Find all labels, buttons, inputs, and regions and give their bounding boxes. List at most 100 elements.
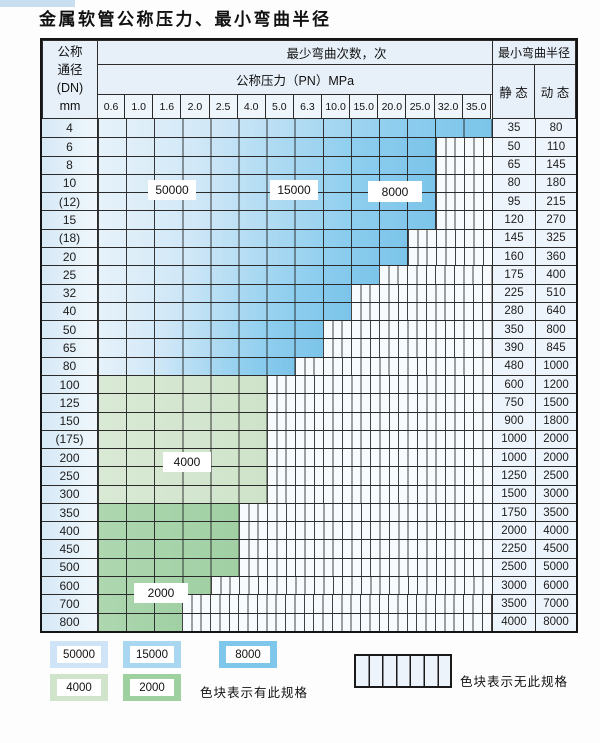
dynamic-radius-cell: 4500 — [535, 540, 576, 558]
pressure-track — [98, 558, 492, 577]
spec-available-band — [98, 540, 239, 558]
table-row: (175) 1000 2000 — [42, 429, 576, 449]
table-row: 32 225 510 — [42, 283, 576, 302]
pressure-track — [98, 247, 492, 266]
dn-cell: 125 — [42, 394, 98, 412]
pressure-track — [98, 119, 492, 138]
cycle-count-label: 2000 — [134, 583, 188, 603]
legend-swatch-label: 4000 — [57, 679, 101, 696]
no-spec-striped-band — [379, 266, 492, 284]
spec-available-band — [98, 229, 408, 247]
spec-available-band — [98, 138, 436, 156]
pressure-track — [98, 211, 492, 229]
dn-cell: (12) — [42, 193, 98, 211]
legend-has-spec-text: 色块表示有此规格 — [200, 686, 309, 700]
table-row: 65 390 845 — [42, 338, 576, 357]
no-spec-striped-band — [238, 558, 492, 577]
dynamic-radius-cell: 2500 — [535, 467, 576, 485]
dn-cell: 450 — [42, 540, 98, 558]
dn-cell: 25 — [42, 266, 98, 284]
dn-cell: 80 — [42, 357, 98, 375]
pressure-track — [98, 485, 492, 503]
no-spec-striped-band — [407, 229, 492, 247]
dynamic-radius-cell: 325 — [535, 229, 576, 247]
static-radius-cell: 120 — [492, 211, 535, 229]
legend-no-spec-text: 色块表示无此规格 — [460, 675, 569, 689]
top-left-strip — [0, 0, 75, 7]
no-spec-striped-band — [266, 430, 492, 449]
table-row: 200 1000 2000 — [42, 448, 576, 467]
table-row: 400 2000 4000 — [42, 521, 576, 540]
pressure-track — [98, 503, 492, 522]
legend-swatch: 2000 — [123, 674, 181, 701]
static-radius-cell: 1000 — [492, 430, 535, 449]
static-radius-cell: 2250 — [492, 540, 535, 558]
table-row: 700 3500 7000 — [42, 594, 576, 613]
table-row: 150 900 1800 — [42, 411, 576, 430]
dn-header-line1: 公称 — [57, 45, 83, 60]
spec-available-band — [98, 266, 380, 284]
static-radius-cell: 900 — [492, 412, 535, 430]
no-spec-striped-band — [266, 412, 492, 430]
table-row: 8 65 145 — [42, 155, 576, 174]
spec-available-band — [98, 412, 267, 430]
no-spec-striped-band — [238, 540, 492, 558]
dynamic-radius-cell: 5000 — [535, 558, 576, 577]
legend-swatch-label: 8000 — [226, 646, 270, 663]
dn-cell: 350 — [42, 503, 98, 522]
no-spec-striped-band — [323, 339, 492, 357]
spec-available-band — [98, 375, 267, 394]
cycle-count-label: 15000 — [270, 180, 318, 200]
dn-cell: 50 — [42, 321, 98, 339]
table-row: 6 50 110 — [42, 137, 576, 156]
spec-available-band — [98, 613, 183, 631]
dn-cell: 15 — [42, 211, 98, 229]
dn-cell: 20 — [42, 247, 98, 266]
pressure-track — [98, 595, 492, 613]
no-spec-striped-band — [238, 503, 492, 522]
dynamic-radius-cell: 1200 — [535, 375, 576, 394]
dn-header-line3: (DN) — [56, 80, 84, 95]
spec-available-band — [98, 430, 267, 449]
pressure-track — [98, 266, 492, 284]
dynamic-radius-cell: 2000 — [535, 449, 576, 467]
pressure-track — [98, 321, 492, 339]
no-spec-striped-band — [266, 375, 492, 394]
static-radius-cell: 2500 — [492, 558, 535, 577]
table-row: (18) 145 325 — [42, 228, 576, 247]
table-row: 40 280 640 — [42, 301, 576, 321]
pressure-track — [98, 467, 492, 485]
pressure-header-cell: 6.3 — [293, 94, 322, 119]
spec-available-band — [98, 119, 492, 138]
table-row: 100 600 1200 — [42, 374, 576, 394]
dynamic-radius-cell: 1800 — [535, 412, 576, 430]
static-radius-cell: 750 — [492, 394, 535, 412]
dn-cell: 40 — [42, 302, 98, 321]
pressure-header-cell: 10.0 — [322, 94, 351, 119]
pressure-track — [98, 357, 492, 375]
pressure-header-cell: 25.0 — [406, 94, 435, 119]
static-radius-cell: 1000 — [492, 449, 535, 467]
spec-available-band — [98, 284, 352, 302]
table-row: 600 3000 6000 — [42, 576, 576, 595]
legend-swatch: 15000 — [123, 641, 181, 668]
dn-cell: 4 — [42, 119, 98, 138]
pressure-header-cell: 2.0 — [181, 94, 210, 119]
pressure-header-cell: 1.0 — [125, 94, 154, 119]
pressure-header-cell: 35.0 — [462, 94, 491, 119]
dynamic-radius-cell: 510 — [535, 284, 576, 302]
no-spec-striped-band — [351, 284, 492, 302]
static-radius-cell: 1750 — [492, 503, 535, 522]
spec-available-band — [98, 357, 295, 375]
no-spec-striped-band — [266, 467, 492, 485]
spec-available-band — [98, 558, 239, 577]
pressure-track — [98, 613, 492, 631]
spec-available-band — [98, 522, 239, 540]
no-spec-striped-band — [266, 485, 492, 503]
table-row: 350 1750 3500 — [42, 502, 576, 522]
pressure-track — [98, 430, 492, 449]
dynamic-radius-cell: 3000 — [535, 485, 576, 503]
dynamic-radius-cell: 215 — [535, 193, 576, 211]
table-row: 250 1250 2500 — [42, 466, 576, 485]
